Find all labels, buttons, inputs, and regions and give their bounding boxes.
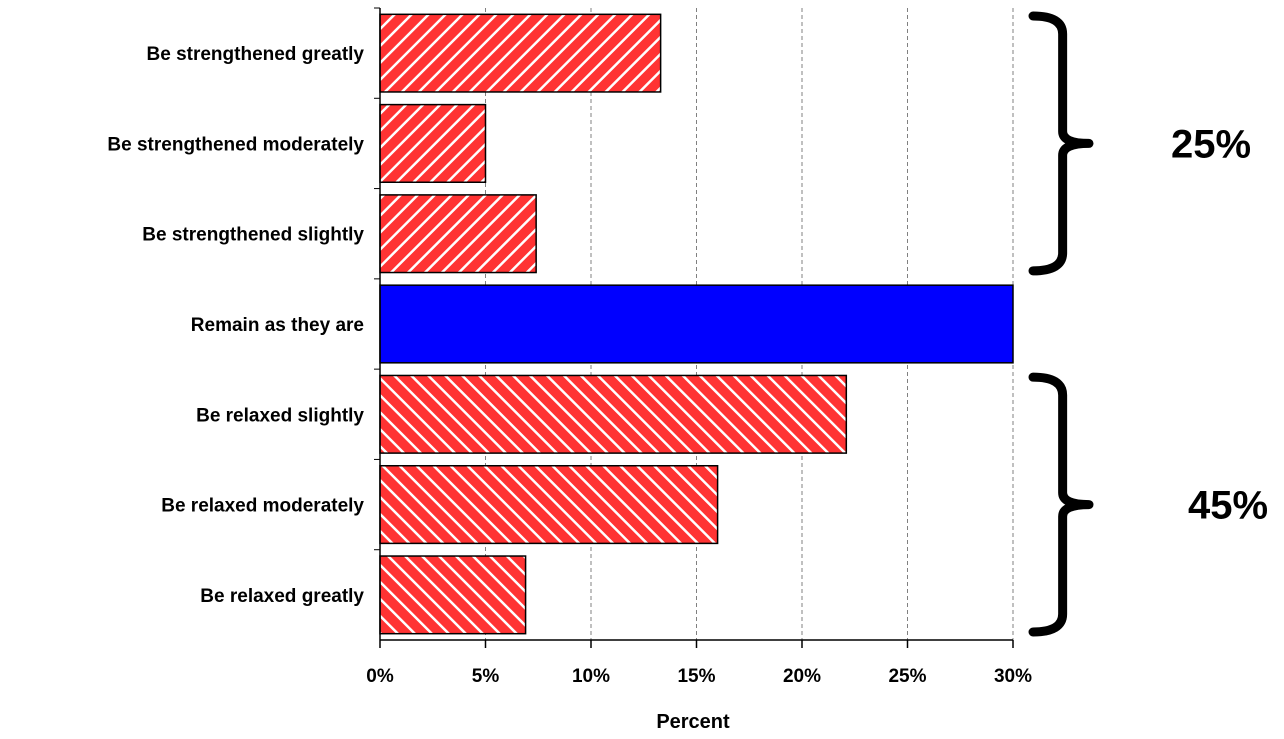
x-tick-labels: 0% 5% 10% 15% 20% 25% 30%: [366, 666, 1032, 687]
bar-be-relaxed-greatly: [379, 555, 527, 635]
annotation-percent: 25%: [1171, 122, 1251, 166]
x-tick-label: 0%: [366, 666, 394, 687]
bars: [379, 13, 1014, 635]
x-axis-title: Percent: [656, 711, 730, 733]
category-label: Be relaxed slightly: [196, 405, 364, 426]
category-label: Remain as they are: [191, 315, 364, 336]
category-label: Be strengthened moderately: [107, 134, 364, 155]
category-label: Be relaxed moderately: [161, 496, 364, 517]
bar-remain-as-they-are: [379, 284, 1014, 364]
bar-be-relaxed-slightly: [379, 374, 848, 454]
brace-0: [1028, 11, 1094, 276]
category-label: Be strengthened greatly: [147, 44, 365, 65]
x-tick-label: 15%: [677, 666, 715, 687]
category-labels: Be strengthened greatly Be strengthened m…: [107, 44, 364, 607]
brace-1: [1028, 372, 1094, 637]
annotation-percent: 45%: [1188, 484, 1268, 528]
category-label: Be strengthened slightly: [142, 225, 364, 246]
bar-be-strengthened-moderately: [379, 103, 487, 184]
category-label: Be relaxed greatly: [200, 586, 364, 607]
x-tick-label: 20%: [783, 666, 821, 687]
bar-be-strengthened-greatly: [379, 13, 662, 93]
bar-be-strengthened-slightly: [379, 194, 537, 274]
x-tick-label: 10%: [572, 666, 610, 687]
axes: [374, 7, 1014, 648]
annotations: 25% 45%: [1028, 11, 1268, 637]
x-tick-label: 25%: [888, 666, 926, 687]
x-tick-label: 5%: [472, 666, 500, 687]
x-tick-label: 30%: [994, 666, 1032, 687]
bar-be-relaxed-moderately: [379, 464, 719, 545]
